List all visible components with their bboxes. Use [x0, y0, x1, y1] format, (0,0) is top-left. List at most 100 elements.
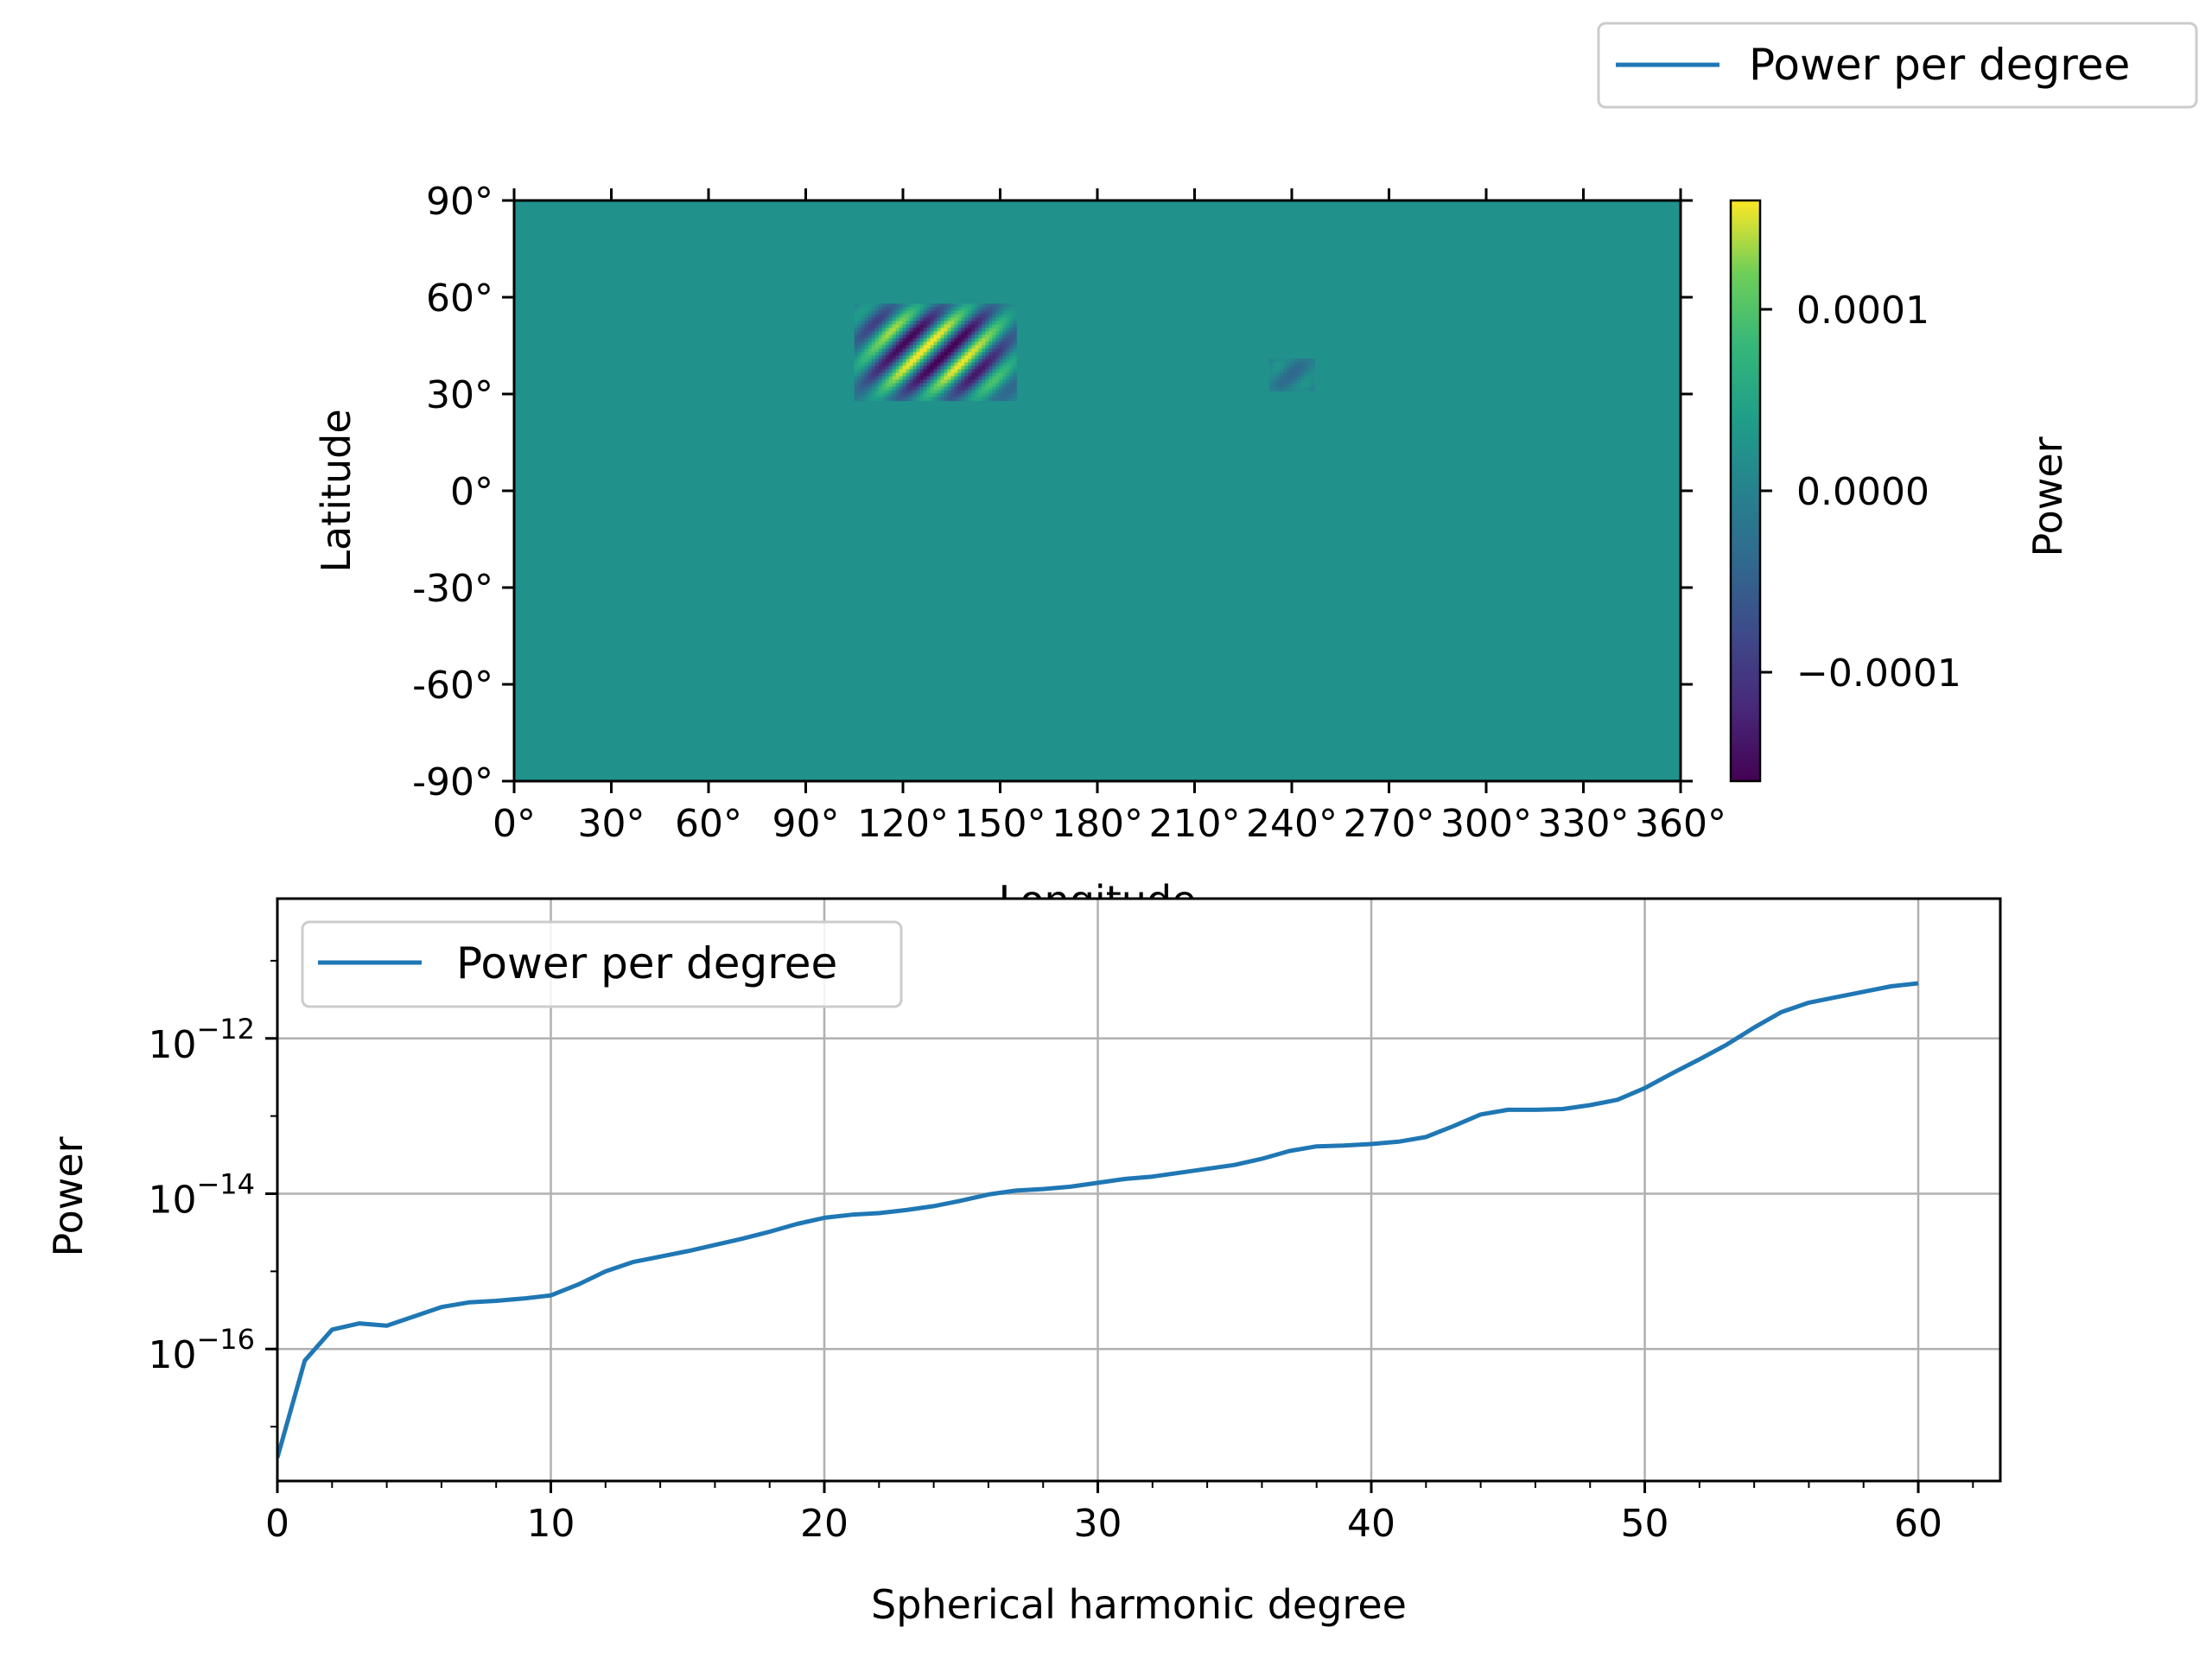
- heat-cell: [971, 365, 976, 371]
- heat-cell: [1002, 383, 1007, 388]
- heat-cell: [1009, 341, 1014, 346]
- heat-cell: [982, 321, 986, 326]
- heat-cell: [1307, 376, 1312, 381]
- heat-cell: [975, 314, 979, 319]
- heat-cell: [1009, 331, 1014, 336]
- heat-cell: [1013, 341, 1017, 346]
- map-legend-label: Power per degree: [1749, 40, 2130, 90]
- heat-cell: [1297, 369, 1301, 374]
- heat-cell: [861, 324, 866, 329]
- heat-cell: [919, 362, 925, 367]
- heat-cell: [906, 379, 911, 385]
- heat-cell: [954, 317, 959, 322]
- heat-cell: [926, 314, 931, 319]
- heat-cell: [881, 379, 887, 385]
- heat-cell: [912, 303, 918, 308]
- heat-cell: [923, 383, 928, 388]
- heat-cell: [978, 317, 982, 322]
- heat-cell: [874, 379, 880, 385]
- heat-cell: [940, 321, 945, 326]
- heat-cell: [874, 321, 880, 326]
- heat-cell: [888, 310, 893, 315]
- heat-cell: [895, 393, 900, 398]
- spectrum-x-tick-label: 20: [800, 1502, 849, 1546]
- heat-cell: [888, 365, 893, 371]
- heat-cell: [861, 386, 866, 391]
- heat-cell: [1304, 365, 1308, 370]
- heat-cell: [888, 303, 893, 308]
- heat-cell: [885, 307, 890, 312]
- heat-cell: [961, 383, 966, 388]
- heat-cell: [992, 307, 996, 312]
- heat-cell: [864, 390, 869, 395]
- heat-cell: [857, 369, 862, 374]
- heat-cell: [985, 303, 989, 308]
- heat-cell: [857, 310, 862, 315]
- heat-cell: [944, 393, 949, 398]
- heat-cell: [906, 352, 911, 357]
- heat-cell: [1002, 314, 1007, 319]
- heat-cell: [968, 390, 972, 395]
- heat-cell: [899, 327, 904, 333]
- heat-cell: [923, 314, 928, 319]
- heat-cell: [940, 352, 945, 357]
- heat-cell: [1311, 387, 1315, 391]
- heat-cell: [864, 327, 869, 333]
- heat-cell: [899, 390, 904, 395]
- heat-cell: [988, 341, 993, 346]
- heat-cell: [964, 341, 969, 346]
- heat-cell: [864, 352, 869, 357]
- heat-cell: [992, 338, 996, 343]
- heat-cell: [944, 345, 949, 350]
- heat-cell: [857, 321, 862, 326]
- heat-cell: [885, 362, 890, 367]
- heat-cell: [1286, 369, 1291, 374]
- heat-cell: [912, 383, 918, 388]
- heat-cell: [906, 372, 911, 378]
- heat-cell: [933, 352, 938, 357]
- heat-cell: [1009, 352, 1014, 357]
- heat-cell: [995, 359, 1000, 364]
- heat-cell: [888, 352, 893, 357]
- heat-cell: [1013, 303, 1017, 308]
- heat-cell: [933, 379, 938, 385]
- heat-cell: [933, 393, 938, 398]
- heat-cell: [864, 365, 869, 371]
- heat-cell: [954, 324, 959, 329]
- heat-cell: [878, 355, 883, 360]
- heat-cell: [937, 397, 942, 402]
- heat-cell: [916, 359, 921, 364]
- heat-cell: [937, 386, 942, 391]
- heat-cell: [1006, 334, 1010, 340]
- heat-cell: [895, 352, 900, 357]
- heat-cell: [868, 383, 873, 388]
- heat-cell: [1009, 348, 1014, 353]
- heat-cell: [937, 362, 942, 367]
- heat-cell: [995, 314, 1000, 319]
- heat-cell: [916, 397, 921, 402]
- heat-cell: [1002, 348, 1007, 353]
- heat-cell: [1006, 372, 1010, 378]
- heat-cell: [857, 303, 862, 308]
- heat-cell: [940, 317, 945, 322]
- wave-patch-0: [854, 303, 1017, 402]
- heat-cell: [857, 365, 862, 371]
- heat-cell: [871, 365, 876, 371]
- heat-cell: [968, 393, 972, 398]
- heat-cell: [919, 359, 925, 364]
- heat-cell: [892, 310, 897, 315]
- heat-cell: [968, 314, 972, 319]
- heat-cell: [982, 348, 986, 353]
- heat-cell: [868, 397, 873, 402]
- heat-cell: [885, 365, 890, 371]
- heat-cell: [864, 369, 869, 374]
- heat-cell: [971, 303, 976, 308]
- heat-cell: [1006, 341, 1010, 346]
- heat-cell: [909, 303, 914, 308]
- heat-cell: [957, 314, 963, 319]
- heat-cell: [1002, 352, 1007, 357]
- heat-cell: [944, 334, 949, 340]
- heat-cell: [999, 362, 1003, 367]
- heat-cell: [899, 303, 904, 308]
- spectrum-x-tick-label: 60: [1894, 1502, 1942, 1546]
